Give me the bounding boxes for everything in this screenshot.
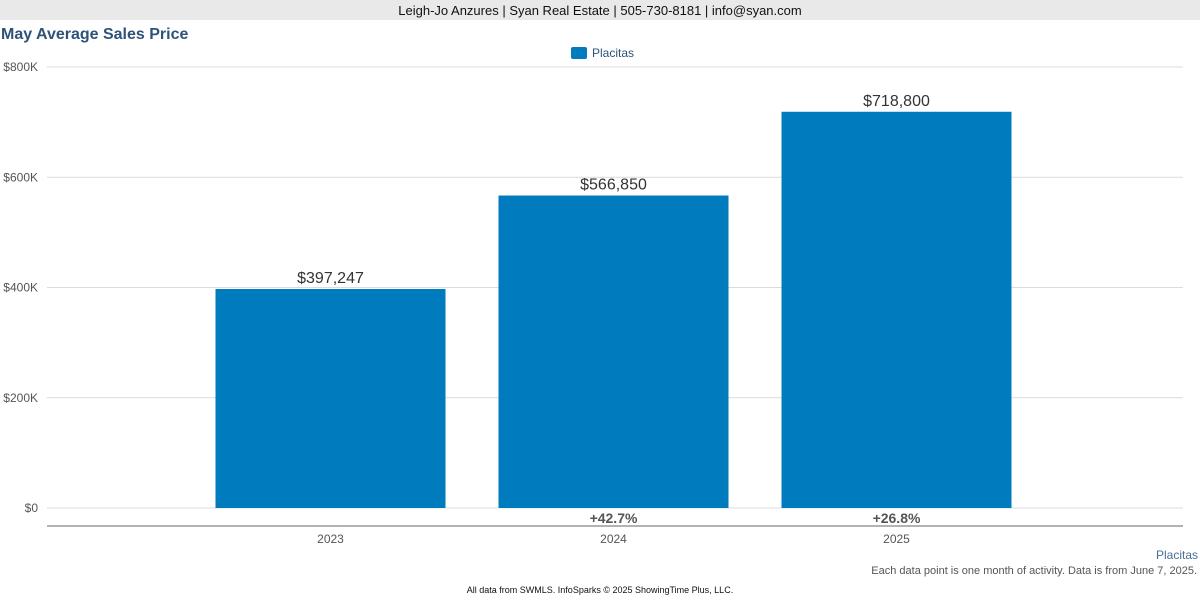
bar-value-label: $566,850 [580, 177, 647, 194]
chart-title: May Average Sales Price [1, 26, 189, 43]
y-tick-label: $0 [25, 501, 39, 515]
x-tick-label: 2024 [600, 532, 627, 546]
bar-value-label: $397,247 [297, 270, 364, 287]
x-tick-label: 2025 [883, 532, 910, 546]
bar-value-label: $718,800 [863, 93, 930, 110]
x-tick-label: 2023 [317, 532, 344, 546]
bar [781, 111, 1012, 508]
footer-note: Each data point is one month of activity… [871, 565, 1197, 577]
bar-change-label: +26.8% [873, 510, 921, 526]
legend-swatch [571, 47, 587, 59]
bar [498, 195, 729, 509]
header-contact: Leigh-Jo Anzures | Syan Real Estate | 50… [0, 0, 1200, 20]
bar-change-label: +42.7% [590, 510, 638, 526]
legend-label: Placitas [592, 46, 635, 60]
footer-source: All data from SWMLS. InfoSparks © 2025 S… [466, 585, 734, 595]
bar [215, 289, 446, 508]
footer-series-label[interactable]: Placitas [1155, 548, 1198, 562]
chart-legend[interactable]: Placitas [571, 46, 634, 60]
y-tick-label: $600K [3, 170, 38, 184]
y-tick-label: $800K [3, 60, 38, 74]
y-tick-label: $400K [3, 281, 38, 295]
y-tick-label: $200K [3, 391, 38, 405]
